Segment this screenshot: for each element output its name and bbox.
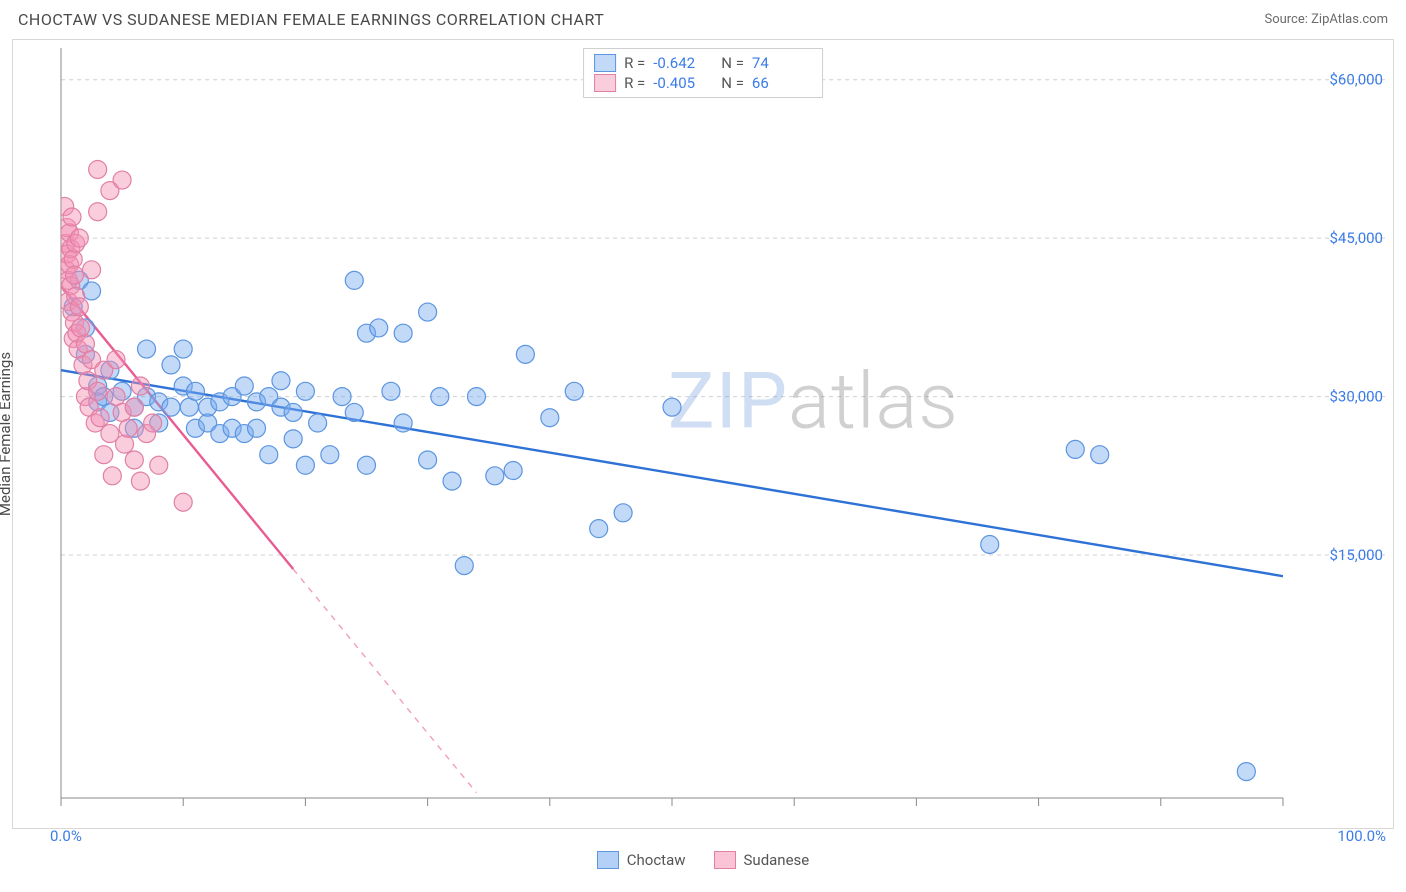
x-axis-min-label: 0.0% bbox=[50, 827, 82, 845]
chart-header: CHOCTAW VS SUDANESE MEDIAN FEMALE EARNIN… bbox=[0, 0, 1406, 35]
scatter-plot: $15,000 $30,000 $45,000 $60,000 bbox=[13, 40, 1393, 828]
chart-source: Source: ZipAtlas.com bbox=[1264, 12, 1388, 27]
legend-bottom-label-sudanese: Sudanese bbox=[744, 851, 810, 869]
svg-text:$60,000: $60,000 bbox=[1329, 71, 1383, 89]
svg-text:$30,000: $30,000 bbox=[1329, 388, 1383, 406]
legend-R-value-choctaw: -0.642 bbox=[653, 54, 713, 72]
legend-N-label: N = bbox=[721, 74, 744, 92]
legend-item-choctaw: Choctaw bbox=[597, 851, 686, 869]
svg-text:$45,000: $45,000 bbox=[1329, 229, 1383, 247]
svg-text:$15,000: $15,000 bbox=[1329, 546, 1383, 564]
legend-R-label: R = bbox=[624, 74, 645, 92]
chart-container: Median Female Earnings $15,000$30,000$45… bbox=[12, 39, 1394, 829]
correlation-legend: R = -0.642 N = 74 R = -0.405 N = 66 bbox=[583, 48, 823, 98]
chart-title: CHOCTAW VS SUDANESE MEDIAN FEMALE EARNIN… bbox=[18, 10, 604, 29]
legend-R-value-sudanese: -0.405 bbox=[653, 74, 713, 92]
legend-row-choctaw: R = -0.642 N = 74 bbox=[594, 53, 812, 73]
legend-swatch-sudanese bbox=[594, 74, 616, 92]
y-axis-label: Median Female Earnings bbox=[0, 352, 14, 516]
x-axis-labels: 0.0% 100.0% bbox=[0, 827, 1406, 845]
legend-bottom-swatch-choctaw bbox=[597, 851, 619, 869]
legend-item-sudanese: Sudanese bbox=[714, 851, 810, 869]
series-legend: Choctaw Sudanese bbox=[0, 851, 1406, 869]
legend-swatch-choctaw bbox=[594, 54, 616, 72]
legend-R-label: R = bbox=[624, 54, 645, 72]
x-axis-max-label: 100.0% bbox=[1337, 827, 1386, 845]
legend-bottom-label-choctaw: Choctaw bbox=[627, 851, 686, 869]
legend-bottom-swatch-sudanese bbox=[714, 851, 736, 869]
legend-N-value-choctaw: 74 bbox=[752, 54, 812, 72]
legend-row-sudanese: R = -0.405 N = 66 bbox=[594, 73, 812, 93]
legend-N-label: N = bbox=[721, 54, 744, 72]
legend-N-value-sudanese: 66 bbox=[752, 74, 812, 92]
